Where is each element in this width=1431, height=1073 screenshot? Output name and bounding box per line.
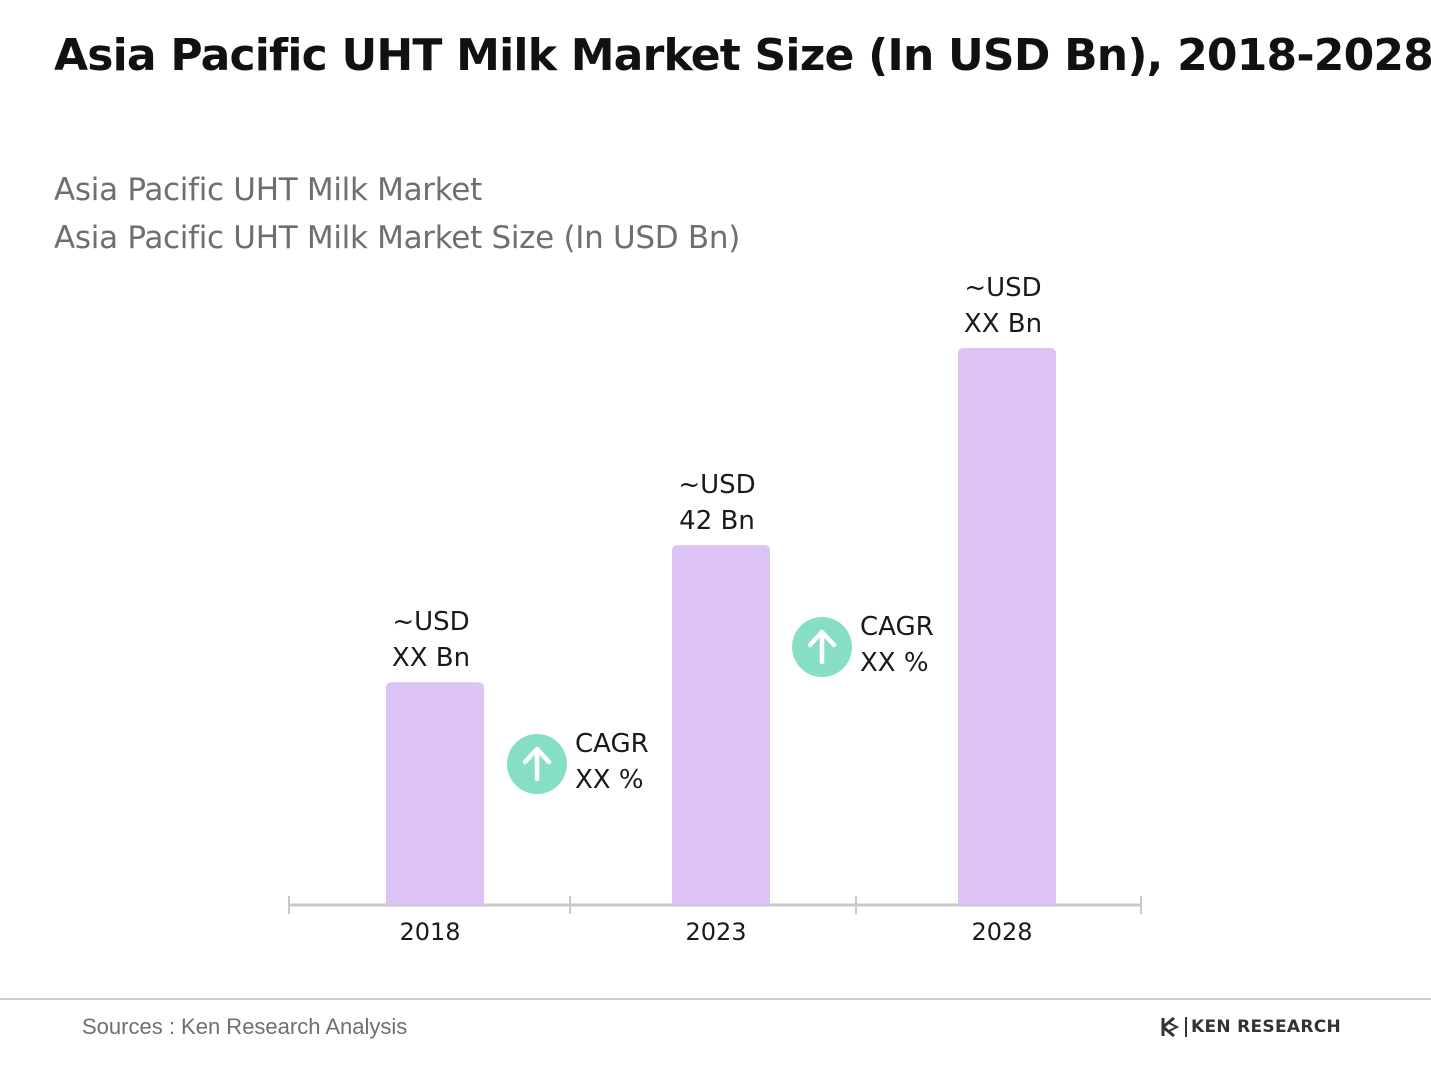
bar-value-label-2018-line-1: ~USD: [392, 607, 469, 637]
chart-subtitle-market: Asia Pacific UHT Milk Market: [54, 172, 482, 208]
x-tick-label-2018: 2018: [399, 918, 460, 946]
bar-value-label-2028-line-1: ~USD: [964, 273, 1041, 303]
cagr-label-2-line-1: CAGR: [860, 612, 934, 642]
cagr-label-2-line-2: XX %: [860, 648, 929, 678]
arrow-up-icon: [807, 629, 837, 665]
x-tick-label-2028: 2028: [971, 918, 1032, 946]
arrow-up-icon: [522, 746, 552, 782]
bar-chart: ~USD XX Bn 2018 ~USD 42 Bn 2023 ~USD XX Bn 2028 C…: [288, 273, 1142, 946]
logo-text: KEN RESEARCH: [1191, 1017, 1342, 1037]
bar-2018: [386, 682, 484, 905]
footer-divider: [0, 998, 1431, 1000]
bar-value-label-2023-line-1: ~USD: [678, 470, 755, 500]
ken-research-logo-icon: [1161, 1016, 1180, 1038]
cagr-label-1-line-1: CAGR: [575, 729, 649, 759]
bar-value-label-2023-line-2: 42 Bn: [679, 506, 755, 536]
cagr-label-1-line-2: XX %: [575, 765, 644, 795]
bar-2028: [958, 348, 1056, 905]
logo-separator: [1185, 1017, 1187, 1037]
bar-value-label-2028-line-2: XX Bn: [964, 309, 1042, 339]
chart-subtitle-size: Asia Pacific UHT Milk Market Size (In US…: [54, 220, 741, 256]
x-tick-label-2023: 2023: [685, 918, 746, 946]
source-note: Sources : Ken Research Analysis: [82, 1014, 408, 1039]
bar-value-label-2018-line-2: XX Bn: [392, 643, 470, 673]
ken-research-logo: KEN RESEARCH: [1160, 1016, 1341, 1038]
chart-title: Asia Pacific UHT Milk Market Size (In US…: [54, 30, 1431, 81]
bar-2023: [672, 545, 770, 905]
